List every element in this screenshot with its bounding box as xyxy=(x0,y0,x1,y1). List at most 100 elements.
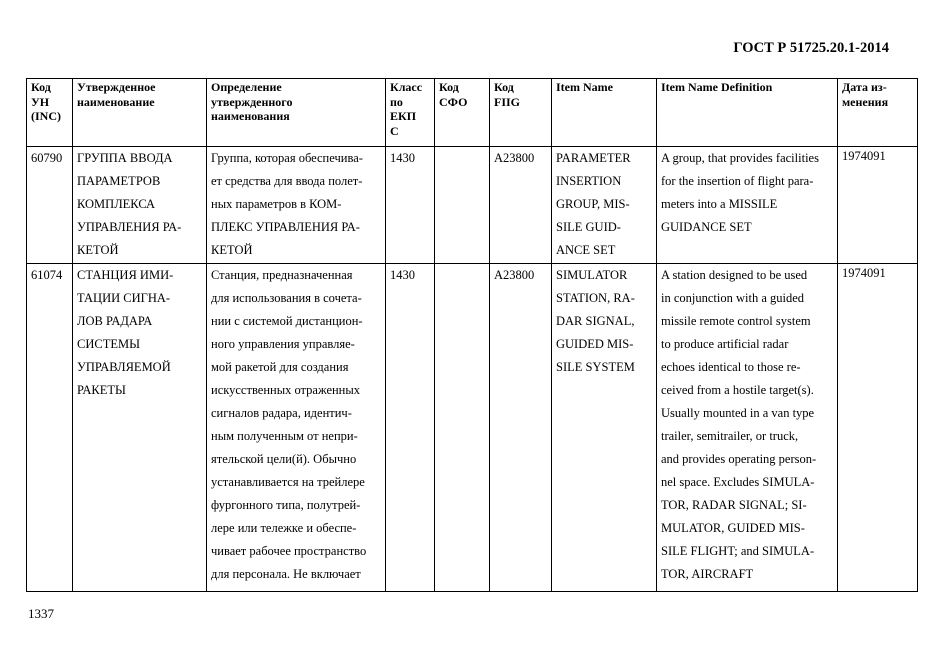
column-header-class: Класс по ЕКП С xyxy=(385,78,435,147)
table-header-row: Код УН (INC) Утвержденное наименование Опреде… xyxy=(26,78,918,147)
header-line: Item Name xyxy=(556,80,613,94)
cell-line: Usually mounted in a van type xyxy=(661,406,815,420)
cell-line: ПЛЕКС УПРАВЛЕНИЯ РА- xyxy=(211,220,360,234)
cell-line: УПРАВЛЕНИЯ РА- xyxy=(77,220,182,234)
header-line: Определение xyxy=(211,80,282,94)
cell-line: MULATOR, GUIDED MIS- xyxy=(661,521,805,535)
cell-line: GROUP, MIS- xyxy=(556,197,630,211)
cell-line: for the insertion of flight para- xyxy=(661,174,814,188)
cell-line: ным полученным от непри- xyxy=(211,429,358,443)
cell-line: КЕТОЙ xyxy=(77,243,119,257)
cell-line: 1430 xyxy=(390,268,415,282)
document-code: ГОСТ Р 51725.20.1-2014 xyxy=(733,40,889,56)
header-line: Код xyxy=(494,80,514,94)
header-line: Дата из- xyxy=(842,80,887,94)
column-header-change-date: Дата из-менения xyxy=(837,78,918,147)
cell-line: чивает рабочее пространство xyxy=(211,544,367,558)
header-line: С xyxy=(390,123,399,138)
cell-line: SILE GUID- xyxy=(556,220,621,234)
column-header-fiig-code: Код FIIG xyxy=(489,78,552,147)
cell-line: ТАЦИИ СИГНА- xyxy=(77,291,171,305)
cell-change-date: 1974091 xyxy=(837,263,918,592)
cell-line: для использования в сочета- xyxy=(211,291,362,305)
header-line: Item Name Definition xyxy=(661,80,773,94)
header-line: FIIG xyxy=(494,94,521,109)
cell-line: лере или тележке и обеспе- xyxy=(211,521,357,535)
cell-class: 1430 xyxy=(385,146,435,264)
cell-line: 1974091 xyxy=(842,266,886,280)
cell-line: PARAMETER xyxy=(556,151,631,165)
table-row: 61074 СТАНЦИЯ ИМИ- ТАЦИИ СИГНА- ЛОВ РАДАРА С… xyxy=(26,263,918,592)
page-number: 1337 xyxy=(28,606,54,621)
cell-line: A station designed to be used xyxy=(661,268,808,282)
cell-line: ятельской цели(й). Обычно xyxy=(211,452,357,466)
cell-line: missile remote control system xyxy=(661,314,811,328)
cell-inc-code: 60790 xyxy=(26,146,73,264)
column-header-approved-name: Утвержденное наименование xyxy=(72,78,207,147)
cell-line: echoes identical to those re- xyxy=(661,360,801,374)
header-line: наименования xyxy=(211,109,290,123)
cell-line: мой ракетой для создания xyxy=(211,360,349,374)
header-line: ЕКП xyxy=(390,109,417,123)
cell-line: ANCE SET xyxy=(556,243,616,257)
cell-item-name: SIMULATOR STATION, RA- DAR SIGNAL, GUIDED M… xyxy=(551,263,657,592)
column-header-item-name-definition: Item Name Definition xyxy=(656,78,838,147)
cell-line: A group, that provides facilities xyxy=(661,151,819,165)
cell-line: 1974091 xyxy=(842,149,886,163)
column-header-sfo-code: Код СФО xyxy=(434,78,490,147)
cell-line: КОМПЛЕКСА xyxy=(77,197,156,211)
cell-line: and provides operating person- xyxy=(661,452,817,466)
cell-line: trailer, semitrailer, or truck, xyxy=(661,429,799,443)
cell-sfo-code xyxy=(434,263,490,592)
cell-sfo-code xyxy=(434,146,490,264)
cell-change-date: 1974091 xyxy=(837,146,918,264)
header-line: УН xyxy=(31,94,50,109)
cell-line: Группа, которая обеспечива- xyxy=(211,151,363,165)
cell-line: СИСТЕМЫ xyxy=(77,337,140,351)
cell-line: meters into a MISSILE xyxy=(661,197,778,211)
header-line: (INC) xyxy=(31,109,61,123)
header-line: СФО xyxy=(439,94,468,109)
cell-line: GUIDED MIS- xyxy=(556,337,634,351)
cell-line: для персонала. Не включает xyxy=(211,567,361,581)
cell-line: ного управления управляе- xyxy=(211,337,355,351)
cell-line: TOR, RADAR SIGNAL; SI- xyxy=(661,498,807,512)
cell-item-name-definition: A station designed to be used in conjunct… xyxy=(656,263,838,592)
cell-approved-name: СТАНЦИЯ ИМИ- ТАЦИИ СИГНА- ЛОВ РАДАРА СИСТЕМ… xyxy=(72,263,207,592)
cell-name-definition: Станция, предназначенная для использовани… xyxy=(206,263,386,592)
table-row: 60790 ГРУППА ВВОДА ПАРАМЕТРОВ КОМПЛЕКСА УПРА… xyxy=(26,146,918,264)
cell-line: STATION, RA- xyxy=(556,291,635,305)
header-line: утвержденного xyxy=(211,94,293,109)
header-line: Код xyxy=(439,80,459,94)
cell-fiig-code: A23800 xyxy=(489,146,552,264)
cell-line: ГРУППА ВВОДА xyxy=(77,151,173,165)
cell-line: in conjunction with a guided xyxy=(661,291,805,305)
cell-line: Станция, предназначенная xyxy=(211,268,353,282)
cell-line: TOR, AIRCRAFT xyxy=(661,567,754,581)
cell-line: ceived from a hostile target(s). xyxy=(661,383,814,397)
column-header-inc-code: Код УН (INC) xyxy=(26,78,73,147)
cell-line: ных параметров в КОМ- xyxy=(211,197,342,211)
header-line: Класс xyxy=(390,80,423,94)
header-line: менения xyxy=(842,94,889,109)
cell-line: GUIDANCE SET xyxy=(661,220,752,234)
header-line: по xyxy=(390,94,403,109)
header-line: Код xyxy=(31,80,51,94)
cell-line: 1430 xyxy=(390,151,415,165)
cell-line: DAR SIGNAL, xyxy=(556,314,635,328)
cell-name-definition: Группа, которая обеспечива-ет средства д… xyxy=(206,146,386,264)
cell-class: 1430 xyxy=(385,263,435,592)
header-line: Утвержденное xyxy=(77,80,156,94)
cell-line: УПРАВЛЯЕМОЙ xyxy=(77,360,171,374)
cell-line: ет средства для ввода полет- xyxy=(211,174,363,188)
cell-line: ЛОВ РАДАРА xyxy=(77,314,153,328)
header-line: наименование xyxy=(77,94,155,109)
cell-line: SIMULATOR xyxy=(556,268,628,282)
cell-line: РАКЕТЫ xyxy=(77,383,126,397)
cell-inc-code: 61074 xyxy=(26,263,73,592)
cell-fiig-code: A23800 xyxy=(489,263,552,592)
cell-line: СТАНЦИЯ ИМИ- xyxy=(77,268,174,282)
cell-line: A23800 xyxy=(494,268,535,282)
cell-line: SILE FLIGHT; and SIMULA- xyxy=(661,544,815,558)
cell-line: сигналов радара, идентич- xyxy=(211,406,352,420)
